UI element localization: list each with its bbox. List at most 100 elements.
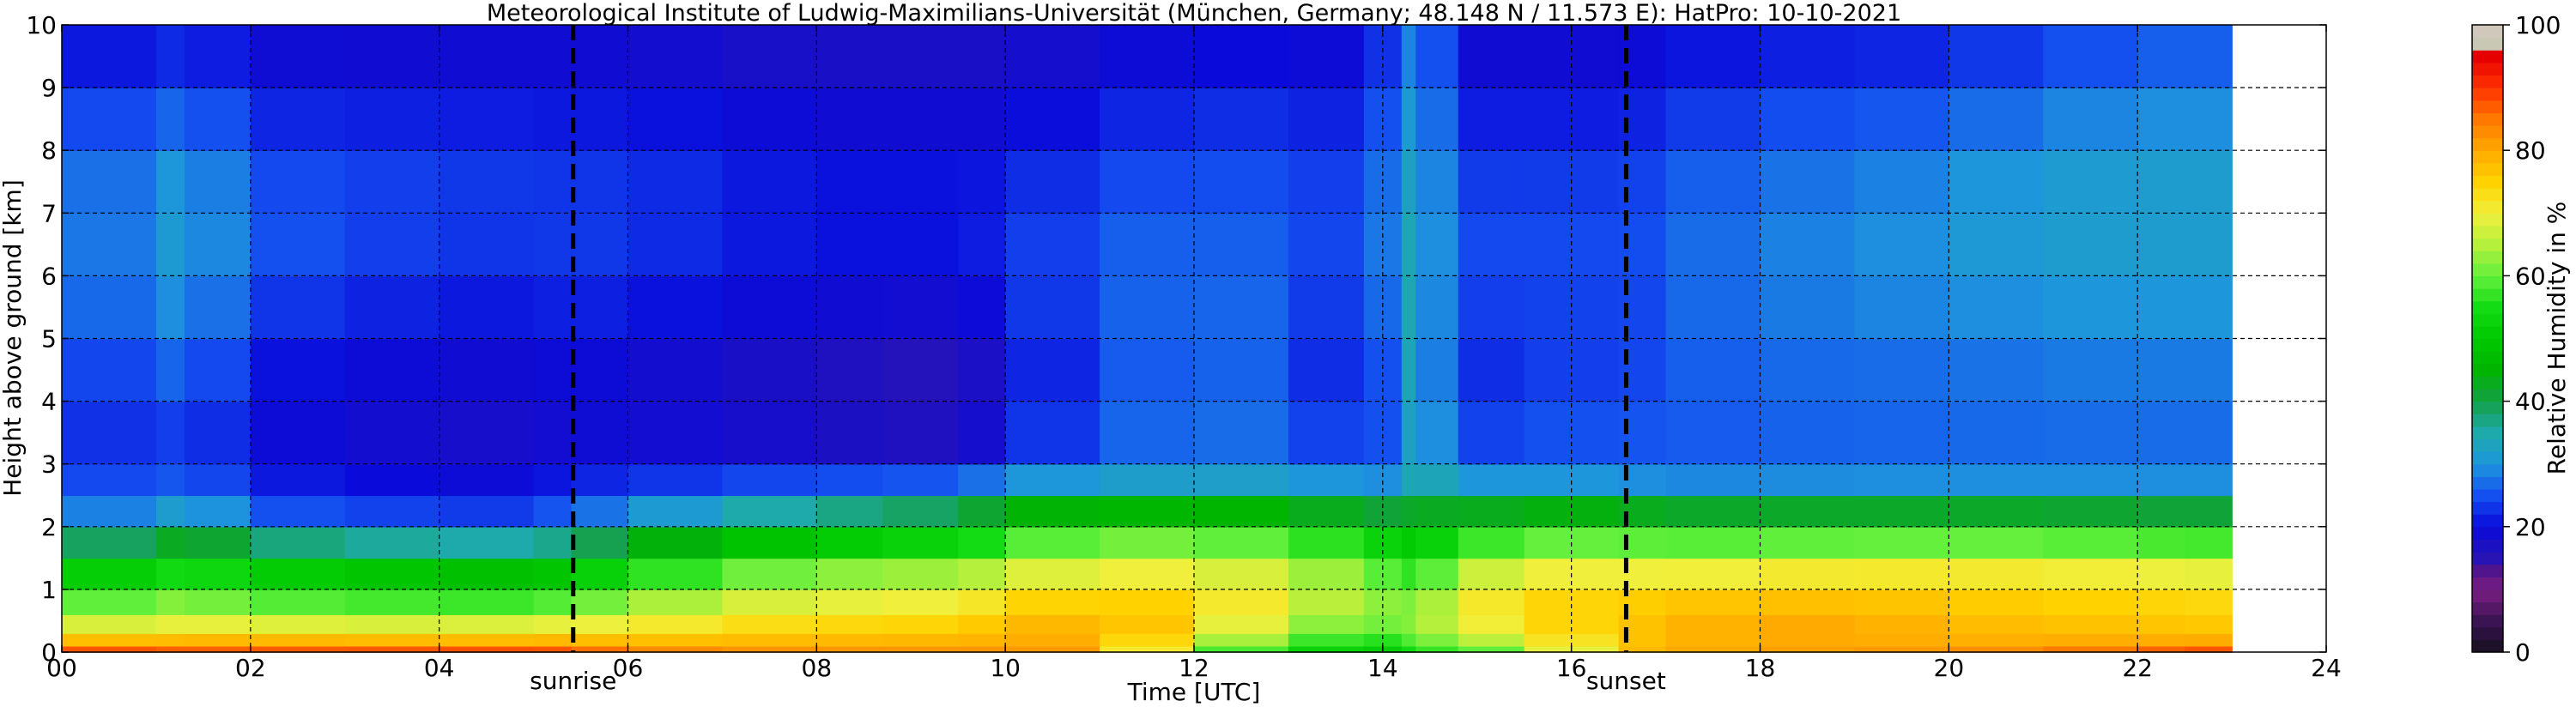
heatmap-cell (1760, 614, 1856, 634)
heatmap-cell (62, 338, 157, 402)
heatmap-cell (62, 88, 157, 151)
heatmap-cell (1288, 275, 1365, 340)
heatmap-cell (1458, 589, 1525, 615)
heatmap-cell (1288, 614, 1365, 634)
heatmap-cell (1854, 25, 1950, 88)
heatmap-cell (1854, 495, 1950, 528)
heatmap-cell (533, 275, 573, 340)
heatmap-cell (1401, 213, 1417, 277)
heatmap-cell (816, 558, 884, 590)
colorbar-segment (2472, 251, 2503, 264)
heatmap-cell (1760, 275, 1856, 340)
heatmap-cell (250, 614, 346, 634)
heatmap-cell (62, 150, 157, 215)
heatmap-cell (816, 463, 884, 497)
heatmap-cell (1415, 614, 1459, 634)
heatmap-cell (1665, 88, 1761, 151)
heatmap-cell (722, 213, 818, 277)
heatmap-cell (1100, 495, 1195, 528)
heatmap-cell (1288, 633, 1365, 647)
heatmap-cell (1194, 558, 1289, 590)
colorbar-segment (2472, 50, 2503, 63)
heatmap-cell (2137, 614, 2185, 634)
heatmap-cell (1665, 150, 1761, 215)
y-tick-label: 4 (41, 388, 57, 416)
heatmap-cell (1458, 614, 1525, 634)
heatmap-cell (533, 589, 573, 615)
heatmap-cell (1458, 463, 1525, 497)
heatmap-cell (250, 526, 346, 559)
heatmap-cell (882, 495, 960, 528)
heatmap-cell (2137, 338, 2185, 402)
heatmap-cell (1949, 495, 2045, 528)
heatmap-cell (2043, 526, 2138, 559)
heatmap-cell (958, 495, 1006, 528)
colorbar-tick-label: 20 (2515, 513, 2546, 541)
heatmap-cell (2043, 633, 2138, 647)
heatmap-cell (627, 589, 724, 615)
heatmap-cell (1005, 25, 1100, 88)
colorbar-segment (2472, 552, 2503, 565)
colorbar-segment (2472, 88, 2503, 101)
heatmap-cell (1618, 338, 1667, 402)
heatmap-cell (533, 88, 573, 151)
heatmap-cell (155, 589, 185, 615)
heatmap-cell (62, 614, 157, 634)
heatmap-cell (2185, 589, 2233, 615)
heatmap-cell (1949, 275, 2045, 340)
heatmap-cell (344, 25, 440, 88)
heatmap-cell (1854, 633, 1950, 647)
heatmap-cell (2137, 645, 2185, 653)
heatmap-cell (250, 495, 346, 528)
heatmap-cell (344, 88, 440, 151)
heatmap-cell (439, 88, 535, 151)
heatmap-cell (184, 338, 252, 402)
heatmap-cell (1458, 558, 1525, 590)
heatmap-cell (1665, 463, 1761, 497)
heatmap-cell (1005, 463, 1100, 497)
heatmap-cell (571, 25, 629, 88)
heatmap-cell (184, 275, 252, 340)
heatmap-cell (533, 213, 573, 277)
colorbar-segment (2472, 526, 2503, 541)
heatmap-cell (250, 558, 346, 590)
heatmap-cell (2185, 401, 2233, 465)
heatmap-cell (958, 338, 1006, 402)
heatmap-cell (571, 463, 629, 497)
heatmap-cell (155, 495, 185, 528)
heatmap-cell (533, 25, 573, 88)
colorbar-segment (2472, 577, 2503, 590)
heatmap-cell (439, 338, 535, 402)
y-tick-label: 8 (41, 136, 57, 165)
colorbar-segment (2472, 338, 2503, 352)
heatmap-cell (155, 463, 185, 497)
heatmap-cell (627, 633, 724, 647)
heatmap-cell (1618, 614, 1667, 634)
heatmap-cell (958, 589, 1006, 615)
colorbar-segment (2472, 275, 2503, 289)
heatmap-cell (2043, 401, 2138, 465)
heatmap-cell (439, 150, 535, 215)
heatmap-cell (439, 463, 535, 497)
heatmap-cell (533, 338, 573, 402)
heatmap-cell (1288, 645, 1365, 653)
heatmap-cell (533, 150, 573, 215)
heatmap-cell (1760, 589, 1856, 615)
heatmap-cell (1005, 213, 1100, 277)
heatmap-cell (1100, 589, 1195, 615)
heatmap-cell (1401, 614, 1417, 634)
heatmap-cell (1618, 633, 1667, 647)
heatmap-cell (882, 88, 960, 151)
colorbar-frame (2471, 24, 2504, 653)
heatmap-cell (1524, 633, 1620, 647)
heatmap-cell (1854, 401, 1950, 465)
heatmap-cell (1949, 589, 2045, 615)
heatmap-cell (1458, 645, 1525, 653)
heatmap-cell (958, 633, 1006, 647)
heatmap-cell (184, 463, 252, 497)
heatmap-cell (1760, 495, 1856, 528)
heatmap-cell (439, 645, 535, 653)
heatmap-cell (882, 614, 960, 634)
heatmap-cell (571, 213, 629, 277)
heatmap-cell (1854, 275, 1950, 340)
